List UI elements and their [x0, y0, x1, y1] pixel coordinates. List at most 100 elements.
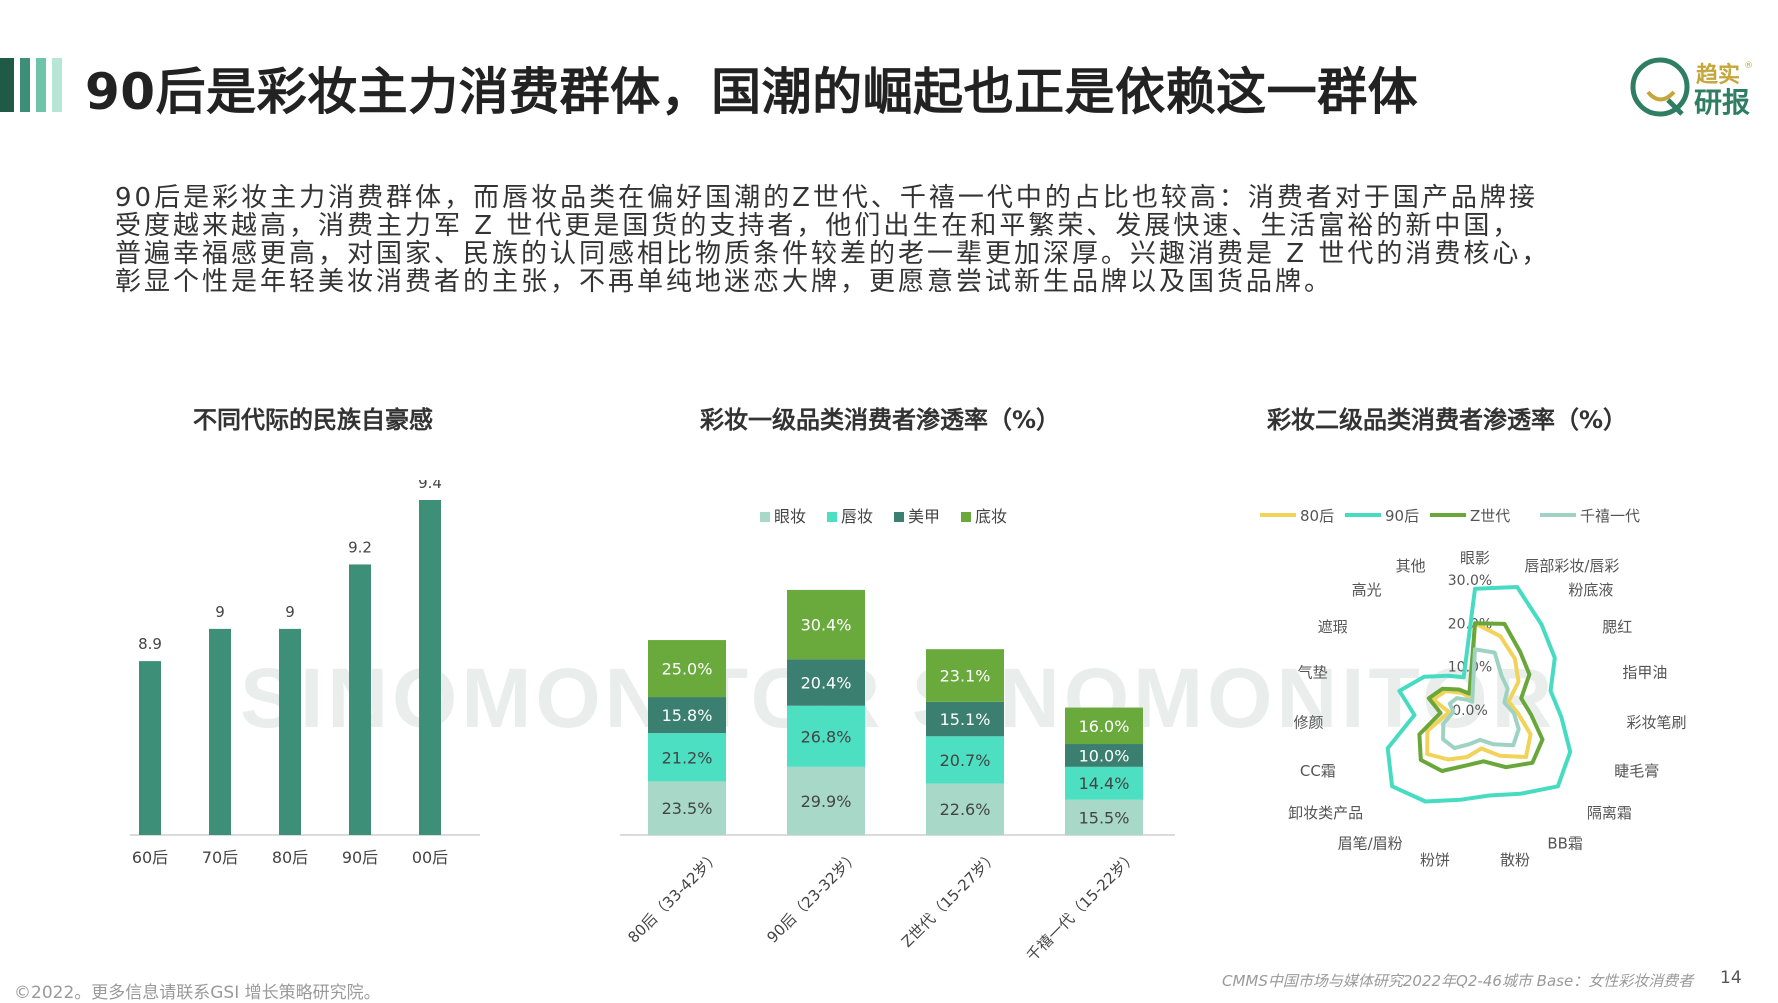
body-line: 普遍幸福感更高，对国家、民族的认同感相比物质条件较差的老一辈更加深厚。兴趣消费是… — [115, 239, 1551, 269]
stacked-segment — [648, 697, 726, 734]
data-label: 8.9 — [138, 635, 162, 653]
segment-label: 15.1% — [940, 710, 991, 729]
radar-axis-label: 唇部彩妆/唇彩 — [1524, 557, 1619, 575]
legend-label: Z世代 — [1470, 507, 1510, 525]
legend-label: 千禧一代 — [1580, 507, 1640, 525]
radar-axis-label: CC霜 — [1300, 762, 1336, 780]
stacked-segment — [648, 640, 726, 698]
brand-logo: 趋实 ® 研报 — [1630, 52, 1770, 126]
data-label: 9.4 — [418, 480, 442, 492]
segment-label: 16.0% — [1079, 717, 1130, 736]
radar-axis-label: 隔离霜 — [1587, 804, 1632, 822]
legend-label: 90后 — [1385, 507, 1419, 525]
stacked-segment — [1065, 707, 1143, 745]
generation-pride-bar-chart: 8.9 60后 9 70后 9 80后 9.2 90后 9.4 00后 — [130, 480, 480, 867]
stacked-segment — [926, 783, 1004, 835]
x-tick-label: 60后 — [132, 848, 168, 867]
radar-axis-label: 修颜 — [1294, 714, 1324, 732]
segment-label: 22.6% — [940, 800, 991, 819]
stacked-segment — [787, 659, 865, 706]
bar — [419, 500, 441, 835]
segment-label: 15.5% — [1079, 808, 1130, 827]
legend-label: 眼妆 — [774, 507, 806, 526]
radar-axis-label: 眉笔/眉粉 — [1338, 835, 1403, 853]
stacked-segment — [926, 701, 1004, 737]
radar-series-line — [1425, 621, 1533, 762]
radar-axis-label: 眼影 — [1460, 549, 1490, 567]
stacked-segment — [926, 736, 1004, 784]
x-tick-label: Z世代（15-27岁） — [898, 847, 1002, 951]
stacked-segment — [926, 649, 1004, 702]
radar-axis-label: 腮红 — [1602, 618, 1632, 636]
source-note: CMMS中国市场与媒体研究2022年Q2-46城市 Base：女性彩妆消费者 — [1222, 972, 1694, 990]
chart1-title: 不同代际的民族自豪感 — [193, 406, 433, 434]
legend-label: 底妆 — [975, 507, 1007, 526]
radar-axis-label: BB霜 — [1547, 835, 1583, 853]
x-tick-label: 90后 — [342, 848, 378, 867]
radar-series-line — [1385, 585, 1573, 804]
brand-mark: ® — [1744, 61, 1753, 71]
radar-series-line — [1417, 621, 1545, 773]
radar-axis-label: 指甲油 — [1622, 664, 1667, 682]
legend-label: 唇妆 — [841, 507, 873, 526]
watermark: SINOMONITOR SINOMONITOR — [240, 651, 1557, 745]
data-label: 9 — [215, 603, 225, 621]
bar — [209, 628, 231, 835]
stacked-segment — [648, 733, 726, 782]
segment-label: 29.9% — [801, 792, 852, 811]
data-label: 9 — [285, 603, 295, 621]
segment-label: 10.0% — [1079, 746, 1130, 765]
bar — [279, 628, 301, 835]
stacked-segment — [648, 781, 726, 835]
segment-label: 15.8% — [662, 706, 713, 725]
segment-label: 26.8% — [801, 727, 852, 746]
radar-series-line — [1441, 647, 1521, 751]
copyright-footer: ©2022。更多信息请联系GSI 增长策略研究院。 — [14, 983, 381, 1003]
x-tick-label: 70后 — [202, 848, 238, 867]
segment-label: 30.4% — [801, 616, 852, 635]
brand-line1: 趋实 — [1696, 62, 1740, 88]
segment-label: 21.2% — [662, 748, 713, 767]
stacked-segment — [787, 589, 865, 660]
legend-swatch — [760, 512, 770, 522]
segment-label: 23.5% — [662, 799, 713, 818]
stacked-segment — [1065, 744, 1143, 767]
bar — [349, 564, 371, 835]
category-stacked-bar-chart: 眼妆 唇妆 美甲 底妆 23.5% 21.2% 15.8% 25.0% 80后（33-42岁） 2… — [620, 507, 1175, 965]
x-tick-label: 90后（23-32岁） — [763, 847, 862, 946]
segment-label: 20.7% — [940, 751, 991, 770]
radial-tick-label: 0.0% — [1452, 703, 1488, 719]
radar-axis-label: 睫毛膏 — [1614, 762, 1659, 780]
legend-swatch — [894, 512, 904, 522]
legend-label: 80后 — [1300, 507, 1334, 525]
legend-label: 美甲 — [908, 507, 940, 526]
radar-axis-label: 散粉 — [1500, 851, 1530, 869]
body-line: 90后是彩妆主力消费群体，而唇妆品类在偏好国潮的Z世代、千禧一代中的占比也较高：… — [115, 183, 1538, 213]
radial-tick-label: 30.0% — [1448, 573, 1492, 589]
bar — [139, 661, 161, 835]
x-tick-label: 80后 — [272, 848, 308, 867]
radar-axis-label: 卸妆类产品 — [1288, 804, 1363, 822]
chart3-title: 彩妆二级品类消费者渗透率（%） — [1267, 406, 1628, 434]
radar-axis-label: 遮瑕 — [1318, 618, 1348, 636]
stacked-segment — [1065, 799, 1143, 835]
page-title: 90后是彩妆主力消费群体，国潮的崛起也正是依赖这一群体 — [85, 63, 1419, 121]
body-paragraph: 90后是彩妆主力消费群体，而唇妆品类在偏好国潮的Z世代、千禧一代中的占比也较高：… — [115, 184, 1695, 296]
radar-axis-label: 高光 — [1352, 581, 1382, 599]
radar-axis-label: 其他 — [1396, 557, 1426, 575]
x-tick-label: 00后 — [412, 848, 448, 867]
segment-label: 25.0% — [662, 660, 713, 679]
x-tick-label: 80后（33-42岁） — [624, 847, 723, 946]
segment-label: 23.1% — [940, 667, 991, 686]
stacked-segment — [1065, 766, 1143, 800]
legend-swatch — [827, 512, 837, 522]
stacked-segment — [787, 705, 865, 767]
radar-axis-label: 气垫 — [1298, 664, 1328, 682]
chart2-title: 彩妆一级品类消费者渗透率（%） — [700, 406, 1061, 434]
x-tick-label: 千禧一代（15-22岁） — [1023, 847, 1141, 965]
radar-axis-label: 粉底液 — [1568, 581, 1613, 599]
segment-label: 20.4% — [801, 673, 852, 692]
brand-line2: 研报 — [1694, 86, 1750, 119]
body-line: 彰显个性是年轻美妆消费者的主张，不再单纯地迷恋大牌，更愿意尝试新生品牌以及国货品… — [115, 267, 1334, 297]
